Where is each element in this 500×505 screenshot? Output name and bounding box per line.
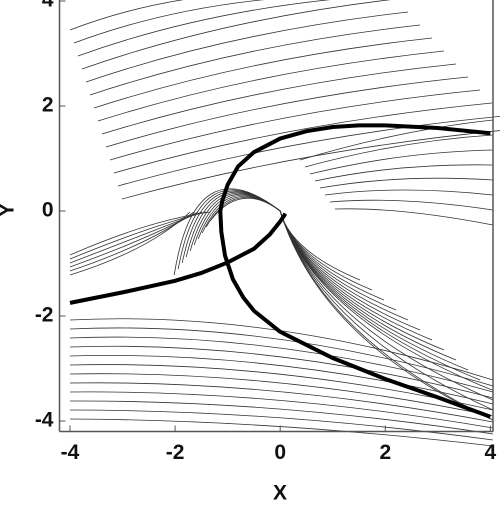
streamline (77, 0, 331, 57)
streamline (279, 210, 421, 331)
streamline (113, 102, 493, 174)
streamline (69, 211, 203, 264)
streamline (185, 191, 281, 258)
x-tick-label: -4 (61, 441, 80, 464)
streamline (279, 210, 385, 301)
y-tick-label: 0 (42, 199, 54, 222)
curve (218, 123, 492, 419)
streamline (69, 211, 199, 268)
streamline (69, 364, 494, 411)
streamline (93, 37, 433, 109)
streamline (73, 0, 265, 44)
streamline (324, 189, 494, 196)
streamline (279, 210, 494, 421)
y-tick-label: -4 (35, 409, 54, 432)
streamline (101, 63, 457, 135)
x-tick-label: 2 (379, 441, 391, 464)
streamline (69, 373, 494, 417)
streamline (97, 50, 445, 122)
x-tick-label: 0 (274, 441, 286, 464)
streamline (299, 119, 494, 161)
streamline (69, 409, 494, 441)
streamline (309, 149, 494, 175)
streamline (279, 210, 481, 381)
y-axis-label: Y (0, 203, 19, 217)
streamline (69, 391, 494, 429)
y-tick-label: 2 (42, 94, 54, 117)
streamline (69, 211, 211, 256)
streamline (69, 0, 185, 31)
streamline (69, 345, 494, 399)
streamline (279, 210, 433, 341)
streamline (105, 76, 469, 148)
streamline (304, 134, 494, 168)
streamline (279, 210, 493, 391)
curve (69, 212, 288, 305)
streamline (69, 336, 494, 393)
streamline (89, 24, 421, 96)
streamline (329, 199, 494, 211)
streamline (173, 188, 281, 276)
streamline (69, 418, 494, 447)
streamline (81, 0, 392, 70)
x-tick-label: 4 (485, 441, 497, 464)
streamline (69, 327, 494, 387)
x-tick-label: -2 (166, 441, 185, 464)
streamline (205, 196, 281, 228)
streamline (69, 400, 494, 435)
y-tick-label: -2 (35, 304, 54, 327)
streamline (334, 208, 494, 226)
streamlines (69, 0, 500, 447)
streamline (319, 177, 494, 189)
streamline (69, 211, 207, 260)
streamline (201, 195, 281, 234)
streamline (314, 164, 494, 182)
y-tick-label: 4 (42, 0, 54, 12)
streamline (109, 89, 481, 161)
streamline (279, 210, 457, 361)
streamline (117, 115, 500, 187)
streamline (69, 355, 494, 405)
streamline (279, 210, 409, 321)
x-axis-label: X (273, 482, 287, 500)
streamline (69, 382, 494, 423)
streamline (85, 11, 409, 83)
